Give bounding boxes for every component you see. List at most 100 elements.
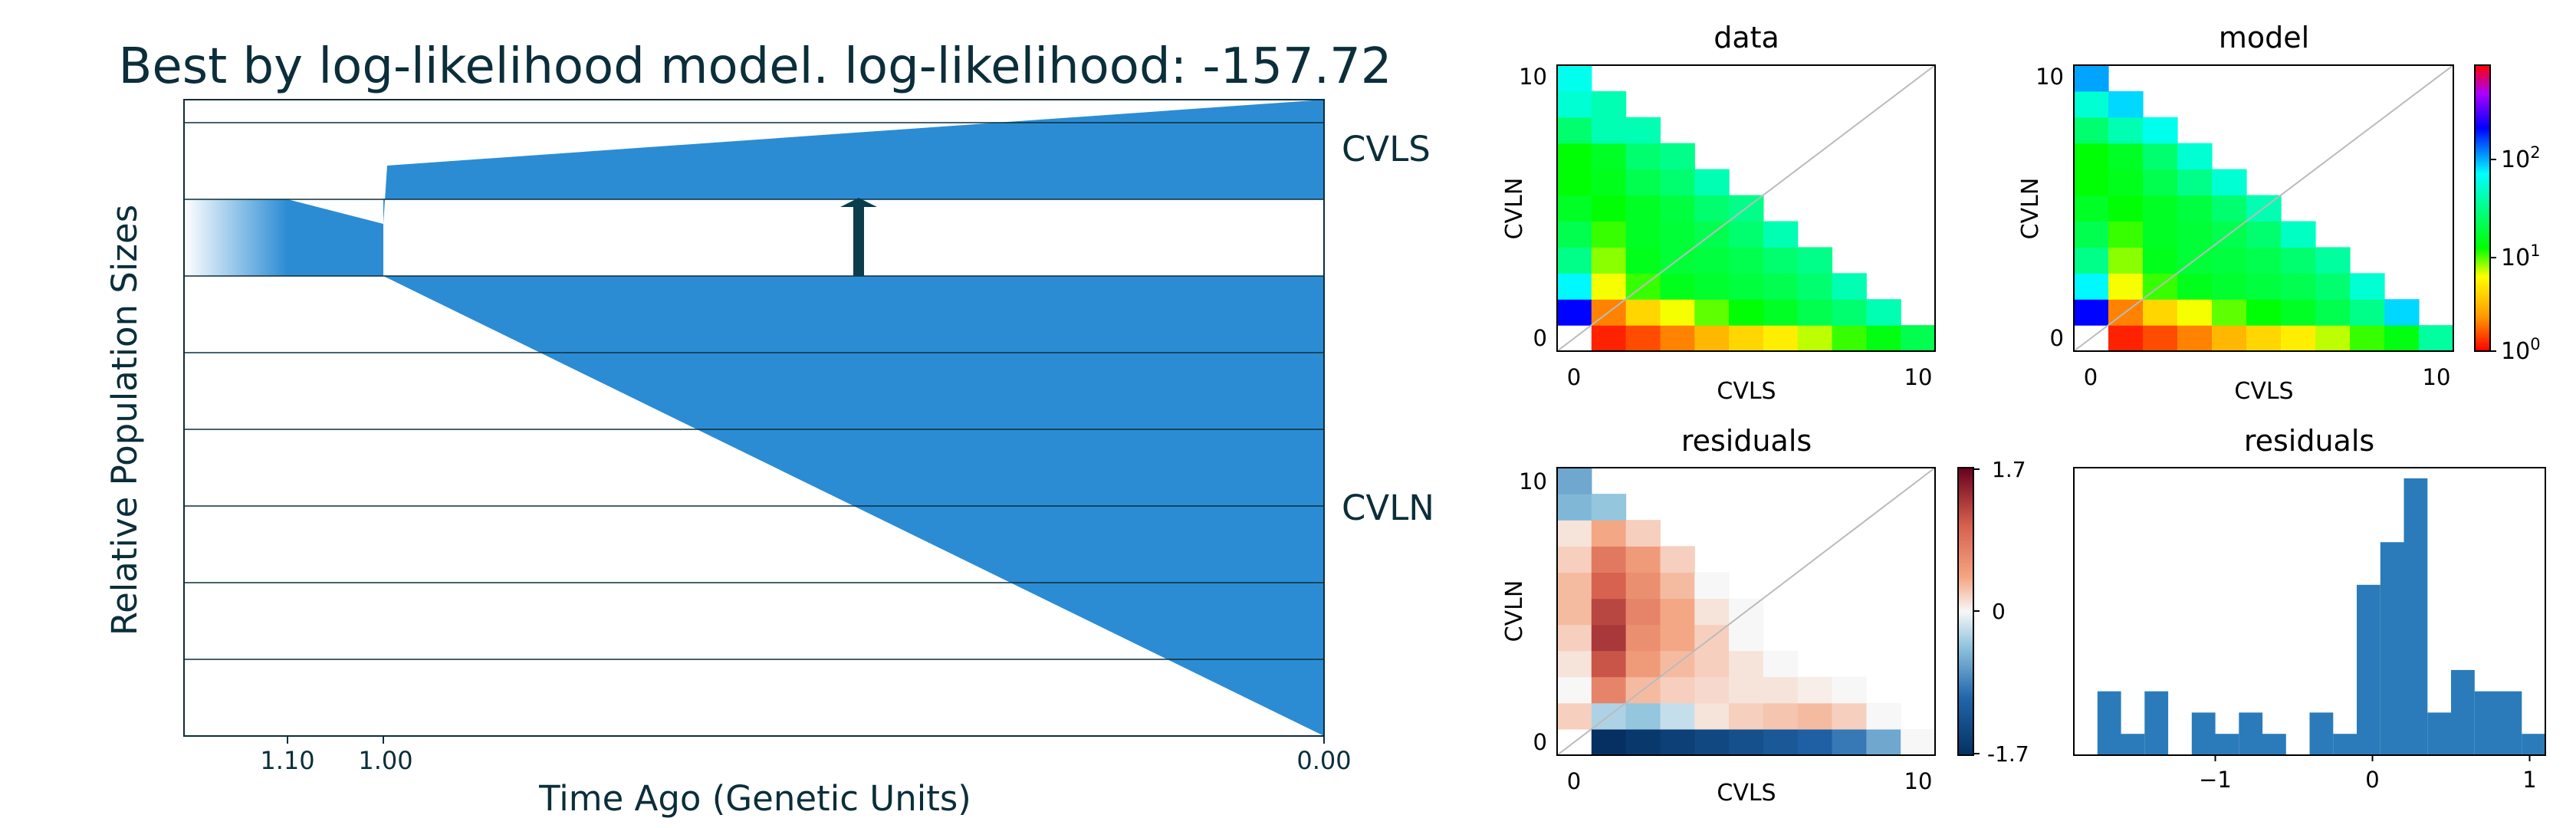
heatmap-cell <box>1660 273 1695 300</box>
heatmap-cell <box>1660 624 1695 652</box>
heatmap-cell <box>1557 702 1592 730</box>
histogram-bar <box>2215 734 2239 755</box>
heatmap-cell <box>1591 520 1627 547</box>
heatmap-cell <box>2212 169 2247 196</box>
heatmap-cell <box>2108 273 2144 300</box>
heatmap-cell <box>1591 598 1627 626</box>
heatmap-cell <box>1660 221 1695 248</box>
heatmap-cell <box>2177 299 2213 326</box>
heatmap-cell <box>2212 299 2247 326</box>
heatmap-model-panel: model CVLS CVLN 0 10 0 10 <box>2017 21 2541 405</box>
residuals-colorbar-label-zero: 0 <box>1992 599 2006 624</box>
heatmap-cell <box>2212 325 2247 352</box>
heatmap-cell <box>1625 221 1661 248</box>
heatmap-cell <box>2143 169 2178 196</box>
residuals-colorbar <box>1957 467 1974 756</box>
heatmap-cell <box>1694 676 1730 704</box>
histogram-tick-label: 1 <box>2522 767 2536 793</box>
heatmap-cell <box>1557 572 1592 600</box>
heatmap-cell <box>1625 572 1661 600</box>
heatmap-cell <box>2143 325 2178 352</box>
heatmap-cell <box>1660 728 1695 756</box>
heatmap-data-panel: data CVLS CVLN 0 10 0 10 <box>1501 21 1936 405</box>
heatmap-cell <box>2074 221 2109 248</box>
x-tick-label: 1.10 <box>260 746 314 775</box>
heatmap-cell <box>1591 273 1627 300</box>
ancestral-population-fade <box>184 199 288 276</box>
heatmap-cell <box>1866 325 1901 352</box>
heatmap-cell <box>2108 195 2144 222</box>
heatmap-data-ylabel: CVLN <box>1501 178 1528 240</box>
heatmap-cell <box>1694 299 1730 326</box>
heatmap-cell <box>1729 299 1764 326</box>
heatmap-cell <box>1557 169 1592 196</box>
heatmap-cell <box>2246 221 2282 248</box>
heatmap-cell <box>2419 325 2454 352</box>
heatmap-cell <box>2074 195 2109 222</box>
heatmap-cell <box>2143 143 2178 170</box>
histogram-tick-label: 0 <box>2365 767 2379 793</box>
heatmap-cell <box>2384 325 2420 352</box>
heatmap-cell <box>1591 546 1627 573</box>
histogram-residuals-title: residuals <box>2244 424 2374 458</box>
heatmap-cell <box>2074 169 2109 196</box>
heatmap-residuals-ytick-10: 10 <box>1519 468 1547 495</box>
heatmap-cell <box>2177 143 2213 170</box>
histogram-bar <box>2474 691 2499 755</box>
heatmap-cell <box>1763 273 1799 300</box>
demography-x-ticks <box>287 736 1325 744</box>
heatmap-cell <box>2350 273 2385 300</box>
heatmap-cell <box>1625 143 1661 170</box>
heatmap-cell <box>2246 299 2282 326</box>
heatmap-residuals-frame <box>1556 467 1936 756</box>
heatmap-cell <box>1625 624 1661 652</box>
heatmap-cell <box>1660 143 1695 170</box>
heatmap-cell <box>1557 624 1592 652</box>
heatmap-cell <box>1660 676 1695 704</box>
heatmap-cell <box>1557 546 1592 573</box>
heatmap-cell <box>1557 65 1592 92</box>
heatmap-cell <box>1832 273 1867 300</box>
heatmap-cell <box>1557 520 1592 547</box>
heatmap-cell <box>1591 494 1627 521</box>
heatmap-model-ytick-0: 0 <box>2050 325 2064 351</box>
heatmap-cell <box>1591 728 1627 756</box>
heatmap-residuals-xtick-0: 0 <box>1567 768 1581 794</box>
heatmap-cell <box>2281 299 2316 326</box>
histogram-bar <box>2522 734 2546 755</box>
heatmap-cell <box>1729 650 1764 678</box>
heatmap-cell <box>2315 325 2351 352</box>
heatmap-cell <box>2074 273 2109 300</box>
heatmap-cell <box>1763 299 1799 326</box>
heatmap-cell <box>2177 221 2213 248</box>
heatmap-cell <box>1694 273 1730 300</box>
heatmap-model-frame <box>2073 64 2454 352</box>
residuals-colorbar-ticks <box>1973 468 1980 754</box>
histogram-bar <box>2404 478 2428 755</box>
heatmap-cell <box>1763 676 1799 704</box>
heatmap-cell <box>2177 195 2213 222</box>
heatmap-cell <box>2177 273 2213 300</box>
heatmap-cell <box>1729 273 1764 300</box>
heatmap-data-title: data <box>1714 21 1779 54</box>
heatmap-cell <box>1591 624 1627 652</box>
heatmap-cell <box>1591 195 1627 222</box>
heatmap-cell <box>1729 702 1764 730</box>
heatmap-cell <box>1797 273 1833 300</box>
heatmap-cell <box>1763 325 1799 352</box>
heatmap-cell <box>2315 299 2351 326</box>
heatmap-cell <box>1694 598 1730 626</box>
demography-panel: Best by log-likelihood model. log-likeli… <box>104 38 1434 819</box>
heatmap-cell <box>1694 169 1730 196</box>
heatmap-cell <box>2315 247 2351 274</box>
population-label-cvls: CVLS <box>1342 129 1431 169</box>
heatmap-cell <box>2074 65 2109 92</box>
heatmap-cell <box>1901 325 1936 352</box>
heatmap-cell <box>1625 247 1661 274</box>
heatmap-cell <box>1694 728 1730 756</box>
heatmap-cell <box>1832 702 1867 730</box>
demography-frame <box>183 99 1325 737</box>
heatmap-cell <box>1763 221 1799 248</box>
heatmap-cell <box>2074 299 2109 326</box>
